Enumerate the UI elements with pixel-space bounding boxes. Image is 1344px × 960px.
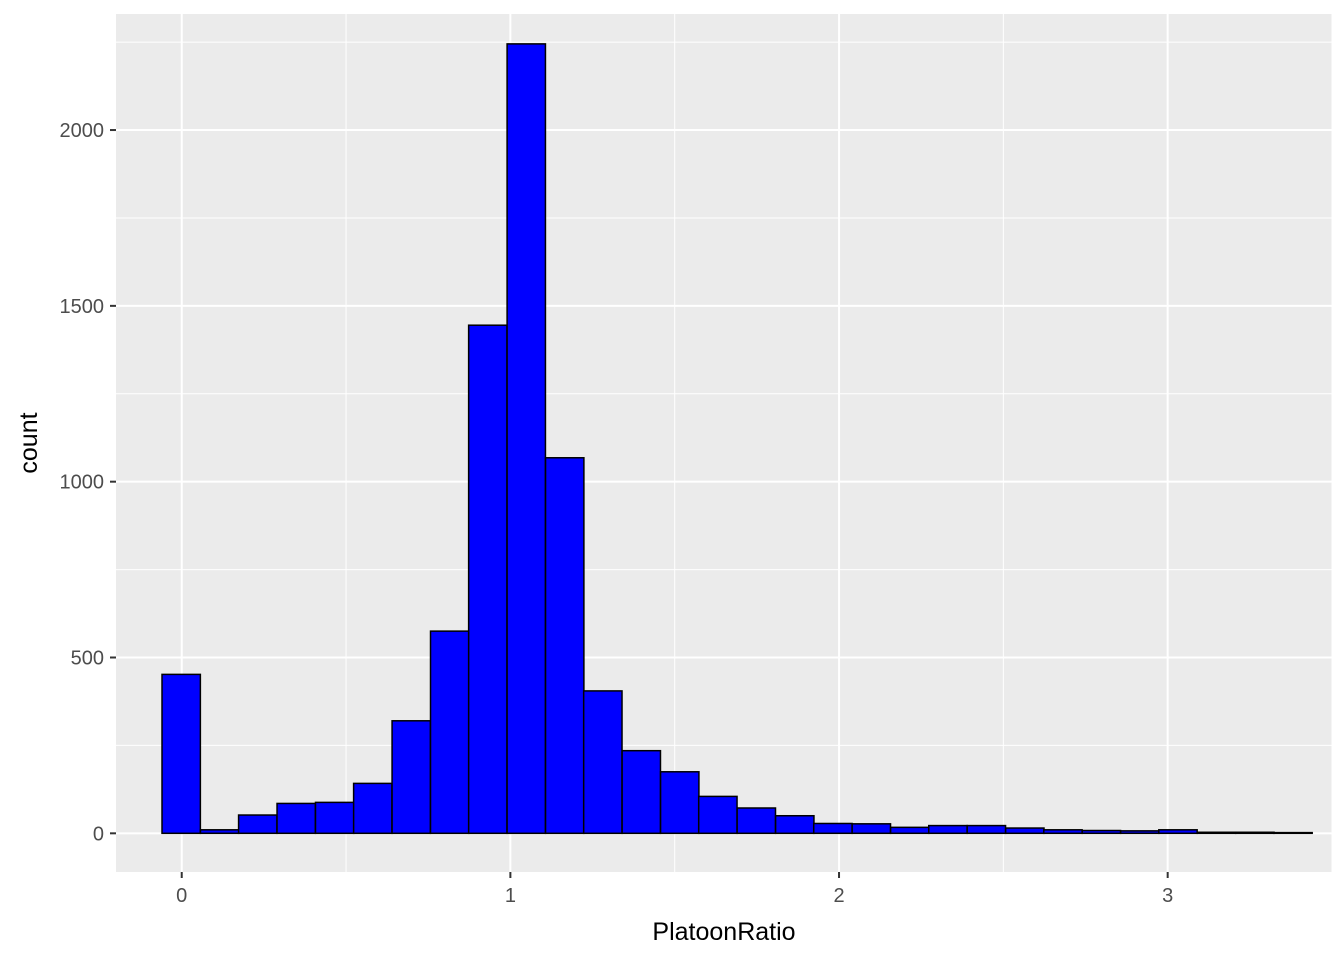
y-tick-label: 500 [71,648,104,670]
histogram-bar [352,782,393,835]
y-tick-label: 2000 [60,120,105,142]
histogram-bar [621,749,662,835]
histogram-bar [851,823,892,835]
histogram-bar [276,802,317,835]
histogram-bar [659,771,700,835]
histogram-bar [697,795,738,835]
minor-gridlines [116,14,1333,872]
histogram-bar [1081,829,1122,835]
y-axis: 0 500 1000 1500 2000 [60,120,116,845]
histogram-bar [467,324,508,835]
histogram-bar [544,457,585,835]
x-axis-title: PlatoonRatio [652,918,795,946]
histogram-bar [1234,831,1275,835]
histogram-bar [812,822,853,835]
y-tick-label: 1000 [60,472,105,494]
x-tick-label: 1 [505,885,516,907]
histogram-bar [1158,829,1198,835]
histogram-bar [506,43,547,835]
histogram-bar [1119,830,1160,835]
plot-panel [116,14,1332,872]
histogram-bar [199,829,240,835]
histogram-bar [161,673,202,835]
x-tick-label: 3 [1162,885,1173,907]
histogram-bar [774,814,815,835]
histogram-bar [391,720,432,835]
histogram-bar [736,807,777,835]
x-tick-label: 0 [176,885,187,907]
histogram-bar [1043,829,1083,835]
histogram-bar [1273,831,1313,835]
y-tick-label: 0 [93,823,104,845]
histogram-bar [1004,827,1045,835]
histogram-bar [237,814,278,835]
histogram-bar [429,630,470,835]
histogram-bar [966,824,1007,835]
y-tick-label: 1500 [60,296,105,318]
histogram-bars [161,43,1313,835]
x-axis: 0 1 2 3 [176,872,1173,907]
histogram-bar [314,801,355,835]
histogram-bar [1196,831,1237,835]
x-tick-label: 2 [833,885,844,907]
histogram-bar [889,826,930,835]
y-axis-title: count [15,412,43,473]
histogram-bar [927,824,968,835]
histogram-bar [582,690,623,835]
